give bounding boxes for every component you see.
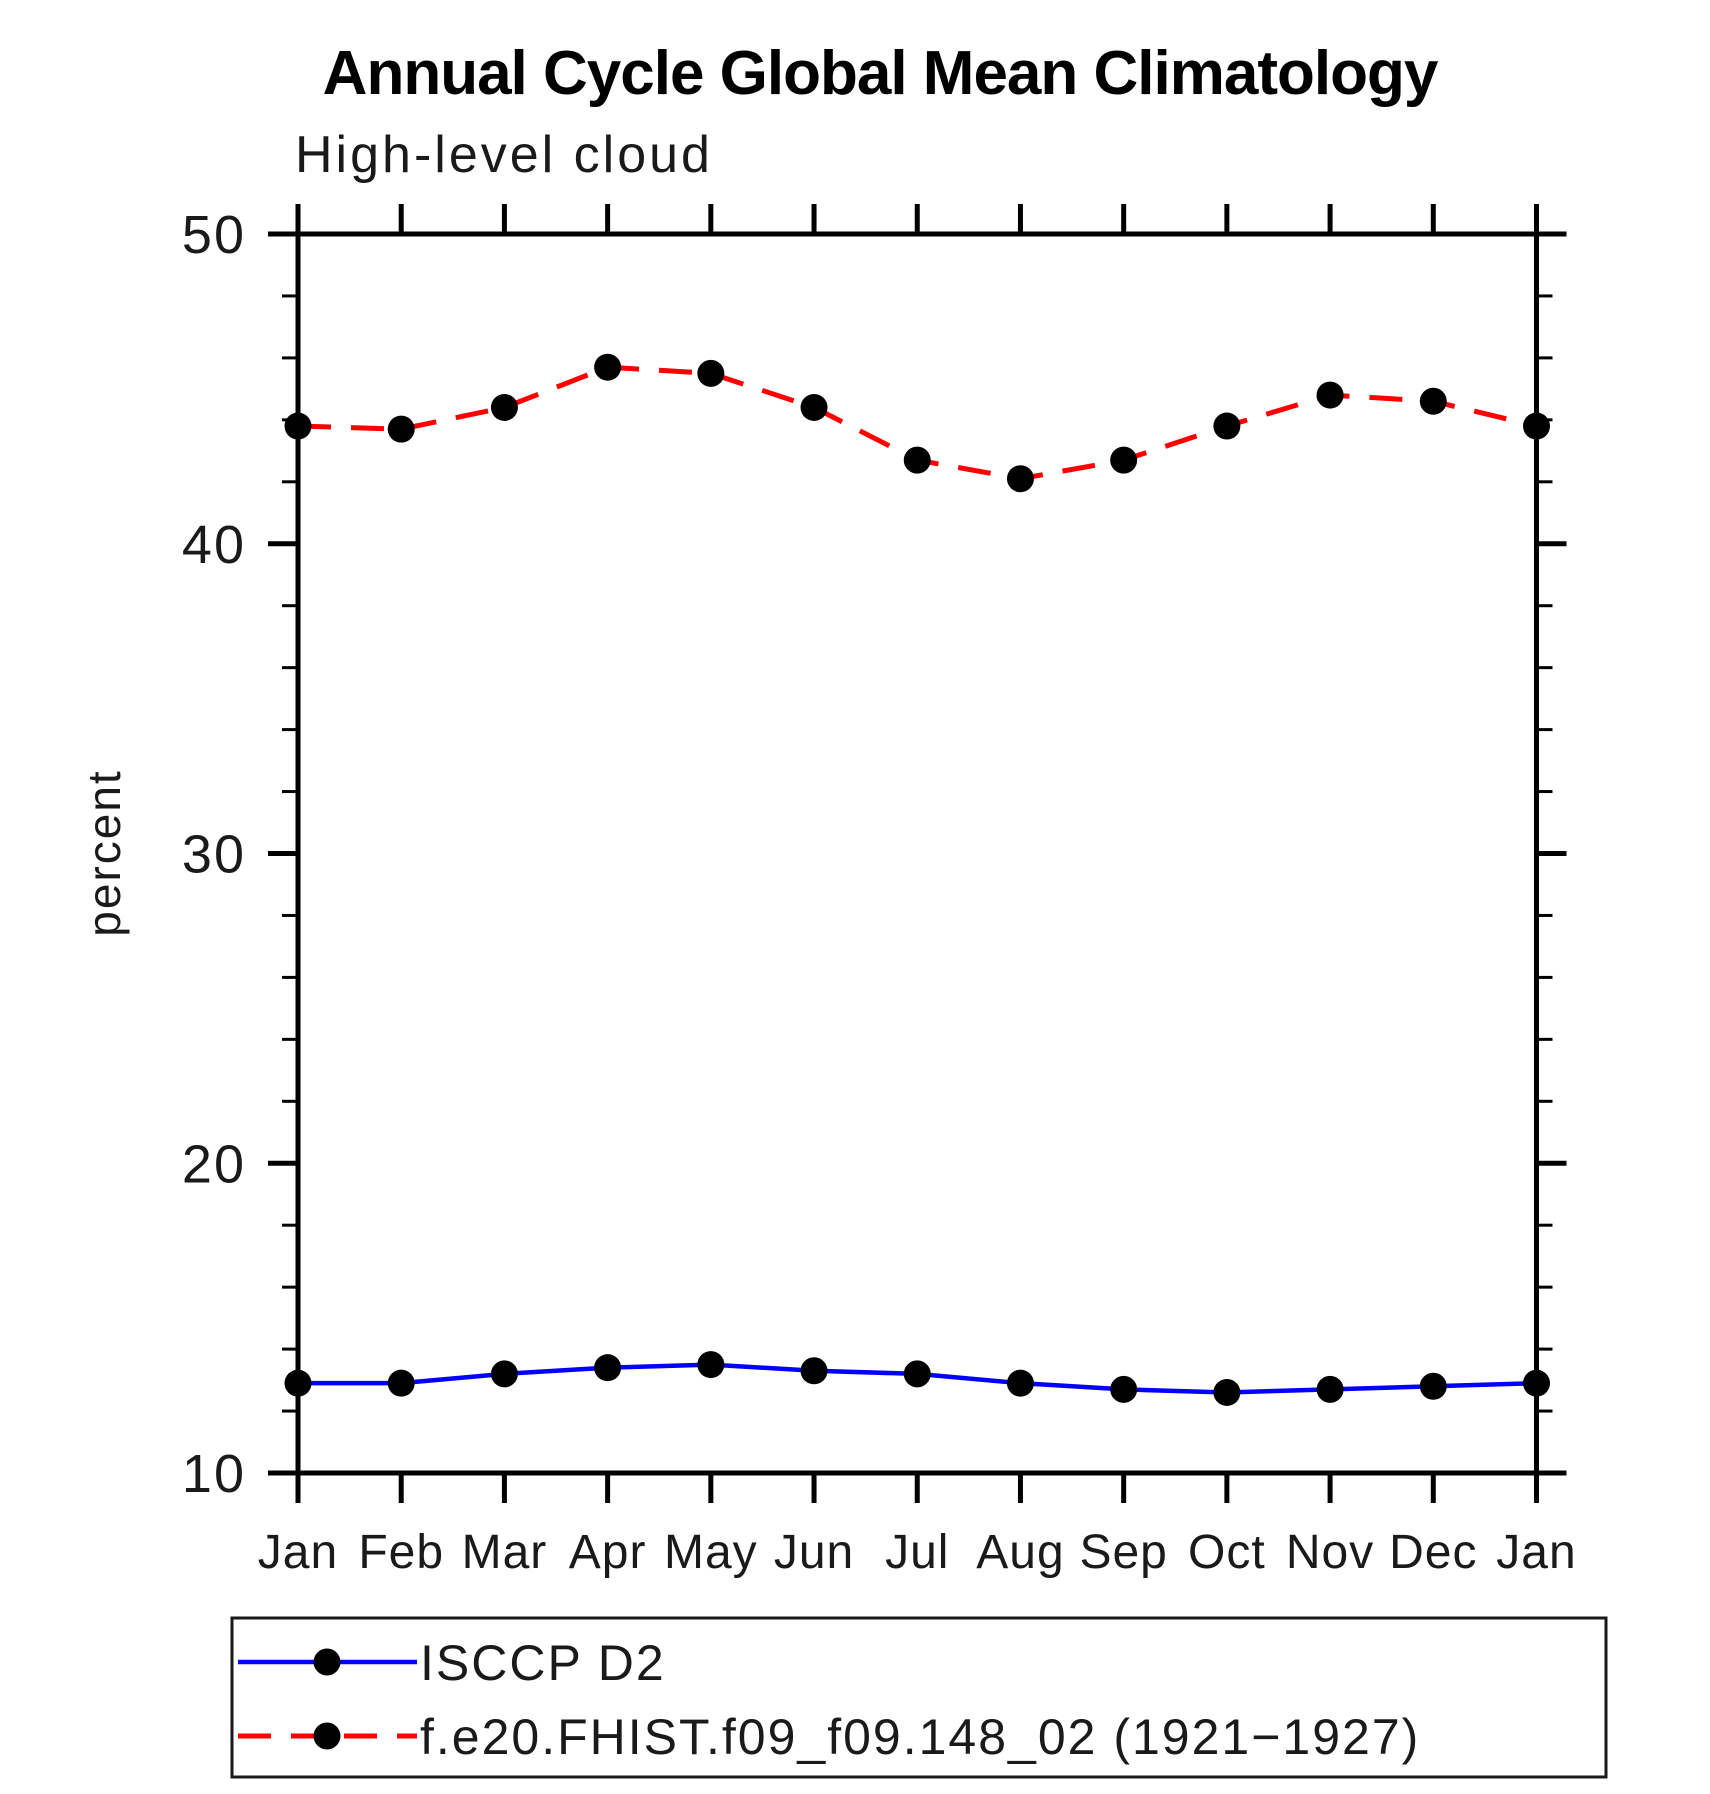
chart-subtitle: High-level cloud xyxy=(295,126,713,184)
data-point-0 xyxy=(1316,1375,1344,1403)
legend-marker-model-icon xyxy=(313,1722,341,1750)
x-tick-label: Dec xyxy=(1389,1526,1477,1579)
x-tick-label: Aug xyxy=(976,1526,1064,1579)
data-point-0 xyxy=(1523,1369,1550,1397)
plot-area: 10 20 30 40 50 Jan Feb Mar Apr May Jun Jul Aug Sep Oct… xyxy=(182,204,1576,1579)
x-tick-label: Sep xyxy=(1079,1526,1167,1579)
data-point-1 xyxy=(1419,387,1447,415)
x-tick-label: Nov xyxy=(1286,1526,1374,1579)
x-tick-label: Jan xyxy=(258,1526,338,1579)
x-tick-label: Jun xyxy=(774,1526,854,1579)
data-point-1 xyxy=(594,353,622,381)
x-tick-label: Jan xyxy=(1496,1526,1576,1579)
y-axis-label: percent xyxy=(78,769,130,936)
data-point-0 xyxy=(903,1360,931,1388)
y-tick-label: 10 xyxy=(182,1444,246,1504)
y-tick-label: 50 xyxy=(182,205,246,265)
data-point-0 xyxy=(800,1357,828,1385)
legend-box xyxy=(230,1616,1608,1779)
data-point-0 xyxy=(284,1369,312,1397)
data-point-1 xyxy=(1213,412,1241,440)
data-point-1 xyxy=(800,393,828,421)
x-tick-label: Oct xyxy=(1188,1526,1266,1579)
chart-title: Annual Cycle Global Mean Climatology xyxy=(323,39,1439,108)
x-tick-label: Mar xyxy=(462,1526,548,1579)
data-point-0 xyxy=(1110,1375,1138,1403)
data-point-1 xyxy=(903,446,931,474)
legend-label-isccp: ISCCP D2 xyxy=(420,1635,666,1691)
data-point-1 xyxy=(697,359,725,387)
legend: ISCCP D2 f.e20.FHIST.f09_f09.148_02 (192… xyxy=(230,1616,1608,1779)
x-tick-label: May xyxy=(664,1526,758,1579)
plot-frame xyxy=(295,231,1539,1476)
legend-label-model: f.e20.FHIST.f09_f09.148_02 (1921−1927) xyxy=(420,1709,1420,1765)
data-point-0 xyxy=(1419,1372,1447,1400)
y-tick-label: 20 xyxy=(182,1134,246,1194)
data-point-1 xyxy=(1523,412,1550,440)
data-point-1 xyxy=(490,393,518,421)
data-point-1 xyxy=(1006,465,1034,493)
data-point-0 xyxy=(1006,1369,1034,1397)
data-point-0 xyxy=(697,1351,725,1379)
data-point-0 xyxy=(387,1369,415,1397)
x-tick-label: Jul xyxy=(885,1526,949,1579)
data-point-1 xyxy=(1316,381,1344,409)
data-point-1 xyxy=(1110,446,1138,474)
data-point-1 xyxy=(387,415,415,443)
y-tick-label: 40 xyxy=(182,515,246,575)
y-tick-label: 30 xyxy=(182,825,246,885)
legend-item-model: f.e20.FHIST.f09_f09.148_02 (1921−1927) xyxy=(238,1709,1420,1765)
data-point-0 xyxy=(490,1360,518,1388)
legend-marker-isccp-icon xyxy=(313,1648,341,1676)
data-point-0 xyxy=(1213,1378,1241,1406)
x-tick-label: Apr xyxy=(569,1526,647,1579)
legend-item-isccp: ISCCP D2 xyxy=(238,1635,666,1691)
data-point-0 xyxy=(594,1354,622,1382)
data-point-1 xyxy=(284,412,312,440)
x-tick-label: Feb xyxy=(358,1526,444,1579)
